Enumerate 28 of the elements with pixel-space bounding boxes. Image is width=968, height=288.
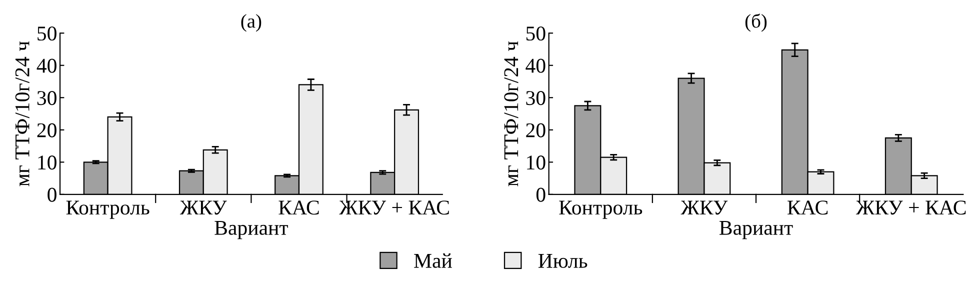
x-axis-title: Вариант [214,221,288,240]
x-tick-label: КАС [278,200,319,215]
x-axis-title: Вариант [720,221,793,240]
y-tick-label: 40 [526,58,546,73]
x-tick-label: ЖКУ [180,200,227,215]
legend-label: Май [414,253,452,268]
y-axis-title: мг ТТФ/10г/24 ч [15,41,30,186]
y-tick-label: 30 [526,91,546,106]
y-tick-label: 0 [536,188,546,202]
chart-title: (a) [241,14,262,32]
y-tick-label: 0 [48,188,56,202]
y-tick-label: 10 [38,156,56,170]
x-tick-label: КАС [787,200,828,215]
x-tick-label: ЖКУ [680,200,728,215]
legend-label: Июль [538,254,588,268]
y-tick-label: 40 [36,58,56,73]
y-tick-label: 20 [526,123,546,138]
y-axis-title: мг ТТФ/10г/24 ч [504,41,518,186]
x-tick-label: ЖКУ + КАС [339,200,449,215]
y-tick-label: 20 [37,123,56,138]
chart-title: (б) [745,14,767,32]
x-tick-label: Контроль [559,200,642,219]
y-tick-label: 50 [38,26,56,41]
y-tick-label: 30 [37,91,56,106]
x-tick-label: ЖКУ + КАС [856,200,966,215]
y-tick-label: 10 [527,156,546,170]
y-tick-label: 50 [526,26,546,41]
x-tick-label: Контроль [66,200,150,219]
